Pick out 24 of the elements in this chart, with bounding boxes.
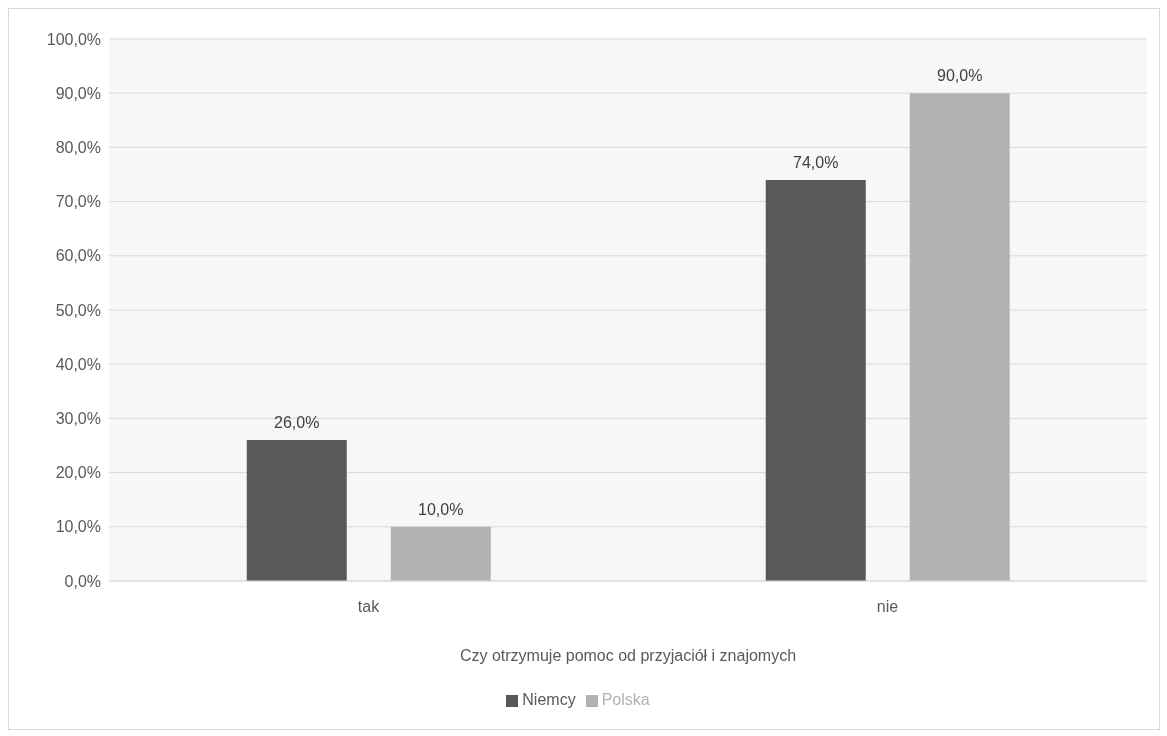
y-tick-label: 30,0% bbox=[55, 410, 101, 428]
x-tick-label: nie bbox=[876, 598, 899, 616]
y-tick-label: 40,0% bbox=[55, 355, 101, 373]
x-tick-label: tak bbox=[357, 598, 381, 616]
y-tick-label: 80,0% bbox=[55, 139, 101, 157]
y-tick-label: 50,0% bbox=[55, 301, 101, 319]
data-label: 90,0% bbox=[937, 67, 983, 85]
data-label: 74,0% bbox=[793, 153, 839, 171]
legend-label: Polska bbox=[601, 691, 650, 708]
y-tick-label: 0,0% bbox=[64, 572, 101, 590]
y-tick-label: 100,0% bbox=[46, 30, 101, 48]
bar bbox=[390, 526, 491, 581]
y-tick-label: 90,0% bbox=[55, 84, 101, 102]
y-tick-label: 60,0% bbox=[55, 247, 101, 265]
legend-label: Niemcy bbox=[522, 691, 576, 708]
bar bbox=[765, 179, 866, 581]
bar bbox=[909, 93, 1010, 581]
bar bbox=[246, 440, 347, 581]
y-tick-label: 20,0% bbox=[55, 464, 101, 482]
y-tick-label: 70,0% bbox=[55, 193, 101, 211]
data-label: 10,0% bbox=[418, 500, 464, 518]
y-tick-label: 10,0% bbox=[55, 518, 101, 536]
data-label: 26,0% bbox=[274, 414, 320, 432]
x-axis-title: Czy otrzymuje pomoc od przyjaciół i znajomych bbox=[459, 647, 797, 664]
